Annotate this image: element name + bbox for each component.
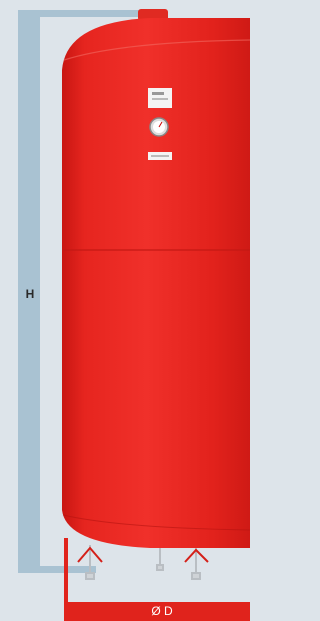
diameter-label: Ø D bbox=[151, 604, 173, 618]
tank bbox=[62, 9, 250, 548]
product-drawing: H Ø D bbox=[0, 0, 250, 621]
height-label: H bbox=[26, 287, 35, 301]
page: H Ø D (() => { const data = JSON.parse(d… bbox=[0, 0, 250, 621]
